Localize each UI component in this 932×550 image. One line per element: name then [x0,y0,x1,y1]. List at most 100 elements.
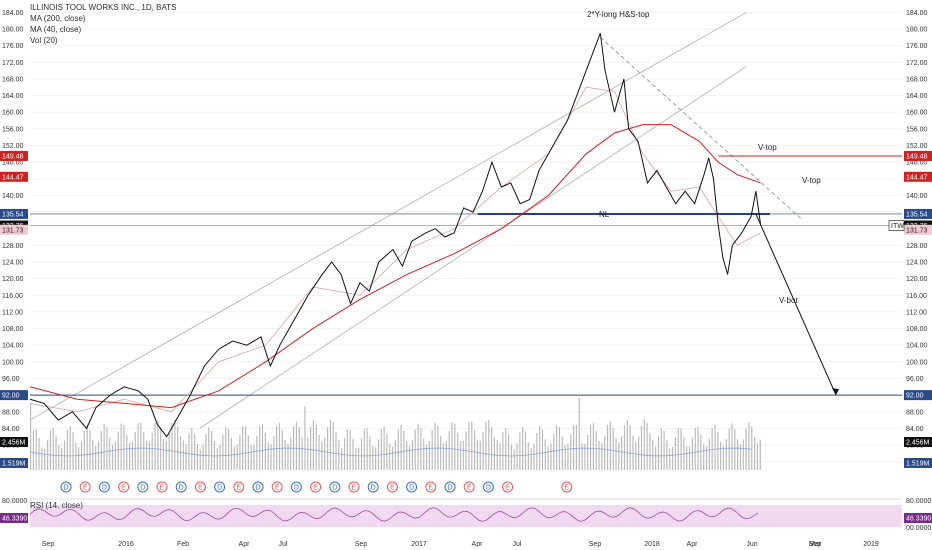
event-label: E [83,485,88,492]
x-tick: Apr [687,541,699,548]
y-tick-right: 128.00 [906,243,928,250]
volume-bar [751,426,753,470]
volume-bar [502,432,504,470]
volume-bar [629,425,631,470]
volume-bar [527,442,529,470]
volume-bar [177,426,179,470]
volume-bar [326,427,329,470]
tag-right-label: 1.519M [906,461,930,468]
volume-bar [126,434,128,470]
event-marker [463,481,475,493]
volume-bar [380,429,382,470]
volume-bar [638,436,640,470]
event-marker [271,481,283,493]
volume-bar [564,444,566,470]
volume-bar [140,422,142,470]
x-tick: 2019 [863,541,879,548]
y-tick-right: 156.00 [906,126,928,133]
volume-bar [273,436,275,470]
volume-bar [253,444,255,470]
event-label: E [467,485,472,492]
y-tick-left: 128.00 [2,243,24,250]
volume-bar [151,432,153,470]
tag-right-bg [904,150,932,161]
volume-bar [742,439,744,470]
volume-bar [242,426,244,470]
price-line [29,32,762,438]
tag-right-bg [904,171,932,182]
event-marker [156,481,168,493]
y-tick-right: 84.00 [906,426,924,433]
event-label: E [428,485,433,492]
y-tick-left: 168.00 [2,76,24,83]
price-tags: 149.48144.47135.54132.76131.7392.002.456… [0,150,932,523]
volume-bar [233,446,235,470]
y-tick-right: 180.00 [906,26,928,33]
volume-bar [708,438,710,470]
volume-bar [123,425,125,470]
event-marker [367,481,379,493]
event-marker [214,481,226,493]
volume-bar [646,422,648,470]
volume-bar [341,447,343,470]
x-tick: 2016 [118,541,134,548]
volume-bar [69,426,71,470]
legend-vol: Vol (20) [30,36,58,45]
volume-bar [434,422,436,470]
volume-bar [485,422,487,470]
volume-bar [556,425,558,470]
y-tick-left: 116.00 [2,293,23,300]
event-marker [98,481,110,493]
volume-bar [666,440,668,470]
volume-bar [109,437,111,470]
volume-bar [284,440,286,470]
volume-bar [587,434,589,470]
volume-bar [168,433,170,470]
volume-bar [318,434,320,470]
x-axis: Sep 2016 Feb Apr Jul Sep 2017 Apr Jul Sep 2018 Apr J… [42,541,879,548]
y-tick-right: 108.00 [906,326,928,333]
event-label: E [313,485,318,492]
tag-left-label: 92.00 [2,393,20,400]
volume-bar [423,438,425,470]
y-tick-left: 164.00 [2,93,24,100]
tag-right-label: 92.00 [906,393,924,400]
event-label: E [160,485,165,492]
volume-bar [259,426,261,470]
tag-right-label: 144.47 [906,174,928,181]
volume-bar [194,433,196,470]
event-marker [329,481,341,493]
volume-bar [578,397,580,470]
volume-bar [46,440,49,470]
volume-bar [601,443,603,470]
volume-bar [688,446,691,470]
trend-channels [29,11,804,429]
volume-bar [671,446,674,470]
volume-bar [179,436,182,470]
tag-right-label: 135.54 [906,211,928,218]
volume-bar [468,422,470,470]
y-tick-right: 96.00 [906,376,924,383]
y-tick-left: 160.00 [2,110,24,117]
volume-bar [66,430,68,470]
volume-bar [519,432,521,470]
event-marker [406,481,418,493]
y-tick-right: 148.00 [906,160,928,167]
y-tick-left: 100.00 [2,359,24,366]
volume-bar [442,443,445,470]
y-tick-right: 168.00 [906,76,928,83]
y-tick-right: 124.00 [906,259,928,266]
event-marker [386,481,398,493]
volume-bar [505,428,507,470]
volume-bar [145,440,148,470]
volume-bar [451,422,453,470]
event-label: D [140,485,145,492]
annotation-hs-top: 2*Y-long H&S-top [587,10,650,19]
volume-bar [677,428,679,470]
volume-bar [725,438,727,470]
volume-bar [714,424,716,470]
volume-bar [550,443,552,470]
annotations: 2*Y-long H&S-top NL V-top V-top V-bot [587,10,821,305]
volume-bar [222,434,224,470]
